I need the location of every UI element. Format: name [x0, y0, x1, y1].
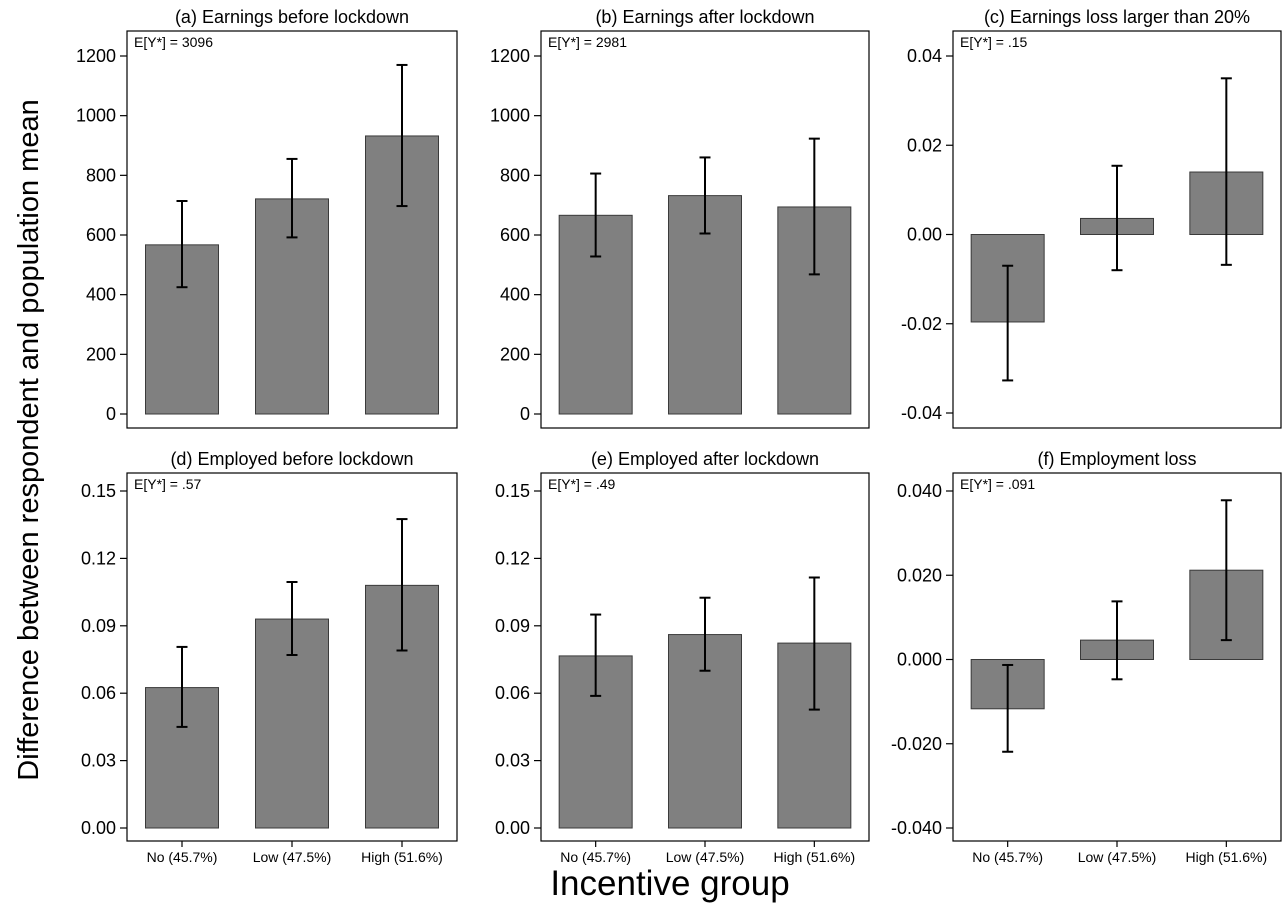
y-tick-label: 1200 — [76, 46, 116, 66]
y-tick-label: -0.040 — [891, 818, 942, 838]
chart-panel-4: (d) Employed before lockdown E[Y*] = .57 0… — [81, 449, 458, 865]
y-tick-label: 1000 — [490, 106, 530, 126]
y-tick-label: 0.15 — [81, 481, 116, 501]
y-tick-label: 0.00 — [907, 225, 942, 245]
y-tick-label: 400 — [500, 285, 530, 305]
x-tick-label: Low (47.5%) — [666, 849, 745, 865]
y-tick-label: 600 — [500, 225, 530, 245]
y-tick-label: -0.020 — [891, 734, 942, 754]
chart-panel-5: (e) Employed after lockdown E[Y*] = .49 0.… — [495, 449, 870, 865]
y-tick-label: 400 — [86, 285, 116, 305]
x-axis-title: Incentive group — [550, 864, 789, 903]
y-tick-label: 0.00 — [81, 818, 116, 838]
y-tick-label: 0.09 — [81, 616, 116, 636]
y-tick-label: 1000 — [76, 106, 116, 126]
y-axis-title: Difference between respondent and popula… — [13, 99, 45, 780]
x-tick-label: No (45.7%) — [560, 849, 631, 865]
population-mean-label: E[Y*] = .091 — [960, 476, 1035, 492]
y-tick-label: 0.00 — [495, 818, 530, 838]
y-tick-label: 200 — [86, 344, 116, 364]
y-tick-label: -0.04 — [901, 403, 942, 423]
panel-title: (a) Earnings before lockdown — [175, 7, 409, 27]
chart-panel-2: (b) Earnings after lockdown E[Y*] = 2981 0… — [490, 7, 870, 429]
population-mean-label: E[Y*] = 2981 — [548, 34, 627, 50]
plot-frame — [952, 30, 1282, 429]
chart-panel-3: (c) Earnings loss larger than 20% E[Y*] =… — [901, 7, 1282, 429]
panel-title: (e) Employed after lockdown — [591, 449, 819, 469]
population-mean-label: E[Y*] = .57 — [134, 476, 202, 492]
panel-title: (c) Earnings loss larger than 20% — [984, 7, 1250, 27]
chart-panel-1: (a) Earnings before lockdown E[Y*] = 3096… — [76, 7, 458, 429]
x-tick-label: Low (47.5%) — [253, 849, 332, 865]
y-tick-label: 0.04 — [907, 46, 942, 66]
population-mean-label: E[Y*] = .15 — [960, 34, 1028, 50]
y-tick-label: 800 — [500, 165, 530, 185]
y-tick-label: 600 — [86, 225, 116, 245]
y-tick-label: 200 — [500, 344, 530, 364]
y-tick-label: -0.02 — [901, 314, 942, 334]
x-tick-label: Low (47.5%) — [1078, 849, 1157, 865]
y-tick-label: 800 — [86, 165, 116, 185]
population-mean-label: E[Y*] = .49 — [548, 476, 616, 492]
y-tick-label: 0 — [106, 404, 116, 424]
x-tick-label: High (51.6%) — [773, 849, 855, 865]
y-tick-label: 0.15 — [495, 481, 530, 501]
y-tick-label: 0.12 — [495, 548, 530, 568]
panel-title: (b) Earnings after lockdown — [595, 7, 814, 27]
population-mean-label: E[Y*] = 3096 — [134, 34, 213, 50]
plot-frame — [126, 30, 458, 429]
panel-title: (d) Employed before lockdown — [170, 449, 413, 469]
panel-title: (f) Employment loss — [1037, 449, 1196, 469]
y-tick-label: 0.000 — [897, 650, 942, 670]
y-tick-label: 0 — [520, 404, 530, 424]
x-tick-label: No (45.7%) — [972, 849, 1043, 865]
y-tick-label: 0.02 — [907, 135, 942, 155]
x-tick-label: No (45.7%) — [147, 849, 218, 865]
y-tick-label: 0.06 — [81, 683, 116, 703]
y-tick-label: 0.03 — [81, 751, 116, 771]
y-tick-label: 0.09 — [495, 616, 530, 636]
y-tick-label: 0.020 — [897, 565, 942, 585]
y-tick-label: 0.06 — [495, 683, 530, 703]
panels-group: (a) Earnings before lockdown E[Y*] = 3096… — [76, 7, 1282, 865]
x-tick-label: High (51.6%) — [1185, 849, 1267, 865]
plot-frame — [540, 30, 870, 429]
y-tick-label: 0.12 — [81, 548, 116, 568]
y-tick-label: 1200 — [490, 46, 530, 66]
y-tick-label: 0.03 — [495, 751, 530, 771]
y-tick-label: 0.040 — [897, 481, 942, 501]
x-tick-label: High (51.6%) — [361, 849, 443, 865]
